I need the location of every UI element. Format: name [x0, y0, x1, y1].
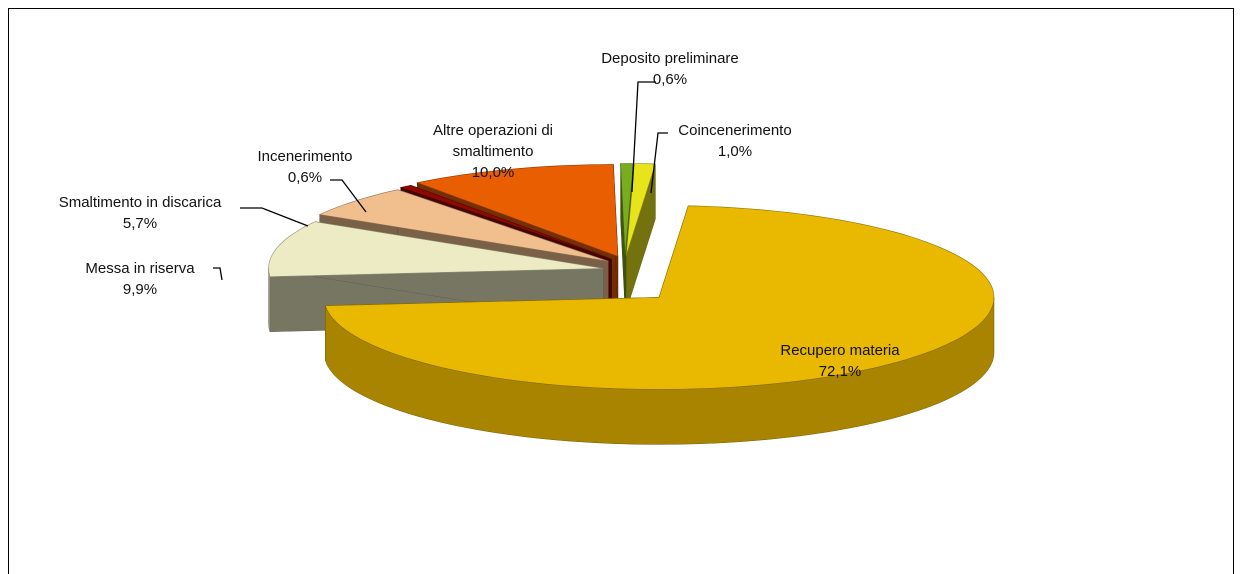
- data-label: Messa in riserva 9,9%: [40, 258, 240, 300]
- chart-frame: [8, 8, 1234, 574]
- slice-top: [416, 164, 619, 257]
- slice-wall: [268, 268, 271, 332]
- label-value: 72,1%: [818, 363, 862, 380]
- leader-line: [650, 132, 668, 194]
- leader-line: [240, 207, 309, 227]
- slice-top: [324, 205, 995, 390]
- data-label: Altre operazioni di smaltimento 10,0%: [413, 120, 573, 183]
- label-value: 0,6%: [287, 169, 323, 186]
- slice-top: [399, 184, 612, 260]
- label-name: Recupero materia: [780, 342, 900, 359]
- label-value: 1,0%: [717, 143, 753, 160]
- slice-top: [268, 221, 604, 278]
- label-value: 5,7%: [122, 215, 158, 232]
- label-value: 9,9%: [122, 281, 158, 298]
- label-value: 10,0%: [471, 164, 515, 181]
- slice-top: [625, 163, 656, 256]
- label-name: Smaltimento in discarica: [58, 194, 222, 211]
- slice-top: [318, 189, 609, 262]
- label-name: Incenerimento: [257, 148, 353, 165]
- data-label: Recupero materia 72,1%: [740, 340, 940, 382]
- data-label: Deposito preliminare 0,6%: [570, 48, 770, 90]
- label-value: 0,6%: [652, 71, 688, 88]
- data-label: Incenerimento 0,6%: [225, 146, 385, 188]
- leader-line: [330, 179, 367, 213]
- leader-line: [213, 267, 223, 281]
- label-name: Altre operazioni di smaltimento: [432, 122, 554, 160]
- label-name: Deposito preliminare: [601, 50, 739, 67]
- data-label: Coincenerimento 1,0%: [655, 120, 815, 162]
- label-name: Messa in riserva: [85, 260, 195, 277]
- slice-top: [620, 163, 634, 256]
- leader-line: [631, 81, 656, 193]
- data-label: Smaltimento in discarica 5,7%: [30, 192, 250, 234]
- label-name: Coincenerimento: [678, 122, 792, 139]
